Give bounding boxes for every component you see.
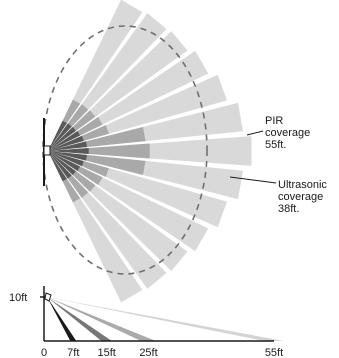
sensor-icon [43,145,51,156]
pir-leader-line [246,130,264,136]
side-ray [47,297,284,341]
distance-tick-label: 7ft [67,347,79,358]
pir-near-zone [49,152,72,179]
distance-tick-label: 0 [41,347,47,358]
pir-beam [48,0,143,150]
distance-tick-label: 55ft [265,347,283,358]
pir-beam [48,152,143,303]
pir-near-zone [49,135,84,151]
pir-beam [50,136,252,166]
ultrasonic-coverage-label: Ultrasonic coverage 38ft. [278,179,330,215]
distance-tick-labels: 0 7ft 15ft 25ft 55ft [41,347,283,358]
pir-near-zone [49,131,81,151]
distance-tick-label: 15ft [98,347,116,358]
side-ray [47,297,156,341]
pir-near-zone [49,151,87,161]
pir-beam [49,151,227,228]
pir-near-zone [49,152,76,175]
pir-beam [49,152,167,289]
pir-mid-zone [50,143,150,159]
side-ray [47,297,77,341]
side-view-rays [47,297,284,341]
pir-beam [49,13,167,150]
side-sensor-icon [44,292,52,302]
pir-beam [49,74,227,151]
pir-near-zone [49,141,87,151]
pir-near-zone [50,148,89,154]
top-view-beams [48,0,252,303]
pir-near-zone [48,120,67,150]
ultrasonic-coverage-outline [42,25,208,275]
distance-tick-label: 25ft [139,347,157,358]
pir-beam [49,50,209,151]
pir-coverage-label: PIR coverage 55ft. [265,115,313,151]
ultrasonic-leader-line [229,176,277,184]
pir-near-zone [49,151,84,167]
pir-beam [49,151,244,200]
pir-beam [49,152,188,271]
pir-near-zone [48,152,67,182]
pir-near-zone [49,123,72,150]
pir-beam [49,151,209,252]
pir-far-zone [50,136,252,166]
pir-near-zone [49,127,76,150]
side-ray [47,297,112,341]
height-label: 10ft [9,292,27,304]
pir-beam [49,102,244,151]
pir-near-zone [49,151,81,171]
pir-beam [49,31,188,150]
